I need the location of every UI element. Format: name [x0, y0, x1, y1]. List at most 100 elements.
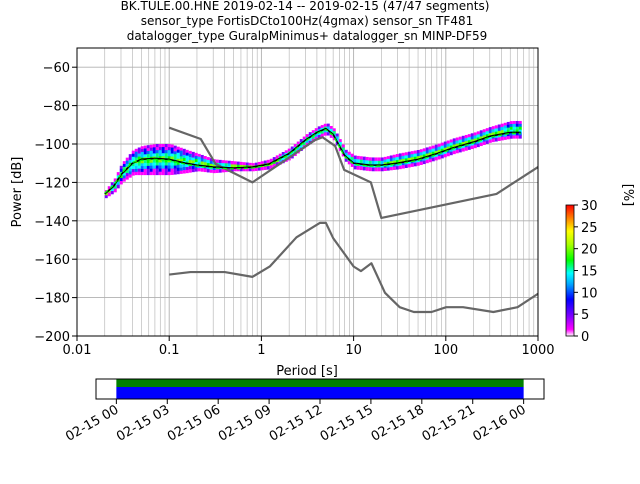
- density-cell: [200, 168, 204, 172]
- density-cell: [182, 154, 186, 159]
- density-cell: [395, 166, 399, 170]
- density-cell: [467, 140, 471, 144]
- density-cell: [140, 151, 144, 156]
- density-cell: [299, 139, 303, 143]
- colorbar-tick-label: 30: [581, 199, 598, 214]
- density-cell: [119, 180, 123, 185]
- density-cell: [497, 130, 501, 135]
- density-cell: [164, 171, 168, 176]
- density-cell: [473, 135, 477, 139]
- density-cell: [125, 169, 129, 174]
- density-cell: [281, 157, 285, 161]
- density-cell: [479, 142, 483, 147]
- density-cell: [389, 166, 393, 171]
- density-cell: [446, 149, 450, 154]
- density-cell: [446, 146, 450, 151]
- y-tick-label: −140: [34, 215, 70, 230]
- density-cell: [155, 159, 159, 163]
- density-cell: [209, 158, 213, 162]
- density-cell: [464, 134, 468, 139]
- density-cell: [173, 148, 177, 152]
- density-cell: [338, 139, 342, 143]
- coverage-tick-label: 02-15 21: [420, 402, 478, 444]
- density-cell: [107, 189, 111, 194]
- density-cell: [176, 167, 180, 172]
- density-cell: [398, 153, 402, 157]
- density-cell: [416, 150, 420, 154]
- density-cell: [197, 162, 201, 166]
- density-cell: [209, 169, 213, 173]
- y-tick-label: −120: [34, 176, 70, 191]
- density-cell: [359, 159, 363, 164]
- density-cell: [131, 166, 135, 170]
- density-cell: [452, 141, 456, 145]
- density-cell: [395, 160, 399, 164]
- density-cell: [134, 163, 138, 167]
- density-cell: [170, 156, 174, 160]
- density-cell: [455, 146, 459, 151]
- density-cell: [227, 163, 231, 167]
- density-cell: [407, 163, 411, 168]
- density-cell: [113, 178, 117, 183]
- density-cell: [161, 156, 165, 160]
- density-cell: [401, 155, 405, 160]
- density-cell: [185, 169, 189, 174]
- density-cell: [143, 171, 147, 176]
- density-cell: [272, 163, 276, 168]
- density-cell: [188, 169, 192, 173]
- density-cell: [407, 151, 411, 156]
- density-cell: [323, 123, 327, 128]
- colorbar-gradient: [565, 204, 575, 337]
- density-cell: [155, 153, 159, 157]
- density-cell: [431, 151, 435, 156]
- density-cell: [134, 168, 138, 173]
- density-cell: [485, 128, 489, 132]
- density-cell: [347, 151, 351, 156]
- density-cell: [167, 159, 171, 163]
- density-cell: [404, 164, 408, 169]
- density-cell: [128, 174, 132, 178]
- density-cell: [179, 156, 183, 160]
- density-cell: [140, 169, 144, 173]
- density-cell: [398, 156, 402, 160]
- density-cell: [365, 156, 369, 161]
- density-cell: [368, 157, 372, 162]
- density-cell: [350, 163, 354, 167]
- density-cell: [137, 150, 141, 154]
- density-cell: [464, 144, 468, 148]
- density-cell: [182, 170, 186, 174]
- density-cell: [125, 176, 129, 180]
- density-cell: [134, 166, 138, 170]
- density-cell: [350, 153, 354, 158]
- density-cell: [416, 159, 420, 163]
- density-cell: [458, 142, 462, 147]
- density-cell: [443, 141, 447, 146]
- coverage-tick-label: 02-15 12: [267, 402, 325, 444]
- density-cell: [197, 159, 201, 163]
- density-cell: [203, 159, 207, 163]
- density-cell: [206, 157, 210, 161]
- x-tick-label: 1: [257, 343, 265, 358]
- density-cell: [116, 172, 120, 176]
- density-cell: [419, 152, 423, 156]
- density-cell: [143, 160, 147, 164]
- density-cell: [374, 160, 378, 165]
- y-axis-label: Power [dB]: [10, 157, 25, 228]
- density-cell: [461, 141, 465, 146]
- density-cell: [167, 156, 171, 160]
- density-cell: [158, 159, 162, 163]
- density-cell: [173, 162, 177, 167]
- density-cell: [512, 129, 516, 133]
- series-lines: [104, 126, 539, 314]
- density-cell: [470, 133, 474, 137]
- coverage-tick-label: 02-15 06: [165, 402, 223, 444]
- density-cell: [164, 150, 168, 154]
- density-cell: [197, 168, 201, 172]
- density-cell: [122, 164, 126, 168]
- density-cell: [152, 171, 156, 176]
- density-cell: [449, 139, 453, 143]
- density-cell: [185, 149, 189, 154]
- density-cell: [155, 165, 159, 169]
- density-cell: [104, 195, 108, 199]
- density-cell: [335, 133, 339, 137]
